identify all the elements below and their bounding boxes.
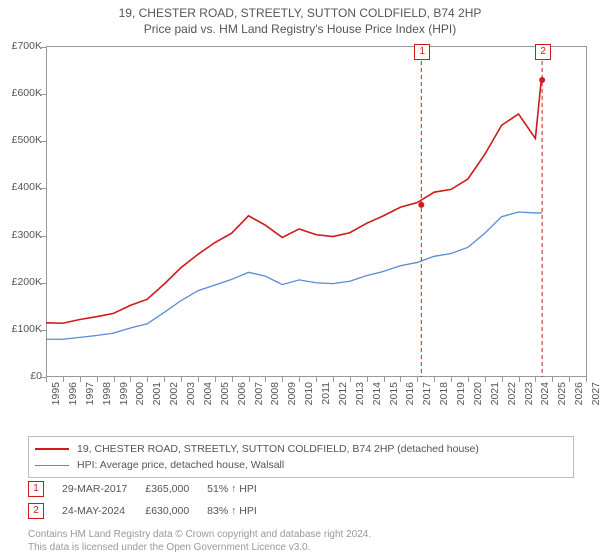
x-tick-label: 2017: [421, 382, 433, 405]
legend: 19, CHESTER ROAD, STREETLY, SUTTON COLDF…: [28, 436, 574, 478]
x-tick-label: 2002: [168, 382, 180, 405]
x-tick-label: 2024: [539, 382, 551, 405]
y-tick-label: £300K: [12, 229, 42, 241]
copyright-line1: Contains HM Land Registry data © Crown c…: [28, 528, 371, 541]
x-tick-label: 2020: [472, 382, 484, 405]
y-tick: [41, 330, 46, 331]
y-tick: [41, 188, 46, 189]
y-axis-labels: £0£100K£200K£300K£400K£500K£600K£700K: [0, 46, 44, 376]
event-marker-box: 1: [414, 44, 430, 60]
legend-row: 19, CHESTER ROAD, STREETLY, SUTTON COLDF…: [35, 441, 567, 457]
event-date: 29-MAR-2017: [62, 478, 145, 500]
x-tick-label: 2001: [151, 382, 163, 405]
x-tick-label: 2015: [388, 382, 400, 405]
x-tick-label: 2004: [202, 382, 214, 405]
x-tick-label: 2011: [320, 382, 332, 405]
event-marker-box: 2: [28, 503, 44, 519]
x-tick-label: 2016: [404, 382, 416, 405]
legend-row: HPI: Average price, detached house, Wals…: [35, 457, 567, 473]
x-tick-label: 2019: [455, 382, 467, 405]
event-row: 1 29-MAR-2017£365,00051% ↑ HPI: [28, 478, 275, 500]
legend-swatch: [35, 448, 69, 450]
x-tick-label: 2000: [134, 382, 146, 405]
x-tick-label: 2025: [556, 382, 568, 405]
x-tick-label: 2018: [438, 382, 450, 405]
x-tick-label: 2023: [523, 382, 535, 405]
plot-area: 12: [46, 46, 587, 377]
event-dot: [539, 77, 545, 83]
legend-label: 19, CHESTER ROAD, STREETLY, SUTTON COLDF…: [77, 443, 479, 455]
x-tick-label: 2010: [303, 382, 315, 405]
copyright-line2: This data is licensed under the Open Gov…: [28, 541, 371, 554]
y-tick-label: £100K: [12, 323, 42, 335]
x-tick-label: 2013: [354, 382, 366, 405]
event-date: 24-MAY-2024: [62, 500, 145, 522]
x-tick-label: 1999: [118, 382, 130, 405]
event-dot: [418, 202, 424, 208]
x-tick-label: 2003: [185, 382, 197, 405]
legend-label: HPI: Average price, detached house, Wals…: [77, 459, 284, 471]
title-block: 19, CHESTER ROAD, STREETLY, SUTTON COLDF…: [0, 0, 600, 36]
event-pct: 83% ↑ HPI: [207, 500, 275, 522]
plot-svg: [46, 47, 586, 377]
x-tick-label: 2027: [590, 382, 600, 405]
x-tick-label: 2014: [371, 382, 383, 405]
title-line2: Price paid vs. HM Land Registry's House …: [0, 22, 600, 36]
y-tick: [41, 236, 46, 237]
x-tick-label: 2008: [269, 382, 281, 405]
x-tick-label: 1995: [50, 382, 62, 405]
event-row: 2 24-MAY-2024£630,00083% ↑ HPI: [28, 500, 275, 522]
x-axis-labels: 1995 1996 1997 1998 1999 2000 2001 2002 2003 2004…: [46, 378, 586, 436]
series-line: [46, 80, 542, 323]
events-table: 1 29-MAR-2017£365,00051% ↑ HPI 2 24-MAY-202…: [28, 478, 574, 522]
x-tick: [586, 377, 587, 382]
event-marker-box: 1: [28, 481, 44, 497]
x-tick-label: 2012: [337, 382, 349, 405]
event-marker-box: 2: [535, 44, 551, 60]
x-tick-label: 1998: [101, 382, 113, 405]
event-pct: 51% ↑ HPI: [207, 478, 275, 500]
title-line1: 19, CHESTER ROAD, STREETLY, SUTTON COLDF…: [0, 6, 600, 20]
legend-swatch: [35, 465, 69, 466]
event-price: £630,000: [145, 500, 207, 522]
y-tick-label: £0: [30, 370, 42, 382]
y-tick-label: £500K: [12, 134, 42, 146]
chart-container: 19, CHESTER ROAD, STREETLY, SUTTON COLDF…: [0, 0, 600, 560]
y-tick-label: £600K: [12, 87, 42, 99]
y-tick: [41, 283, 46, 284]
x-tick-label: 2007: [253, 382, 265, 405]
x-tick-label: 1996: [67, 382, 79, 405]
y-tick-label: £700K: [12, 40, 42, 52]
y-tick-label: £200K: [12, 276, 42, 288]
y-tick: [41, 141, 46, 142]
copyright: Contains HM Land Registry data © Crown c…: [28, 528, 371, 554]
x-tick-label: 2005: [219, 382, 231, 405]
y-tick: [41, 94, 46, 95]
y-tick-label: £400K: [12, 181, 42, 193]
x-tick-label: 2021: [489, 382, 501, 405]
x-tick-label: 1997: [84, 382, 96, 405]
x-tick-label: 2026: [573, 382, 585, 405]
event-price: £365,000: [145, 478, 207, 500]
x-tick-label: 2009: [286, 382, 298, 405]
x-tick-label: 2006: [236, 382, 248, 405]
x-tick-label: 2022: [506, 382, 518, 405]
y-tick: [41, 47, 46, 48]
